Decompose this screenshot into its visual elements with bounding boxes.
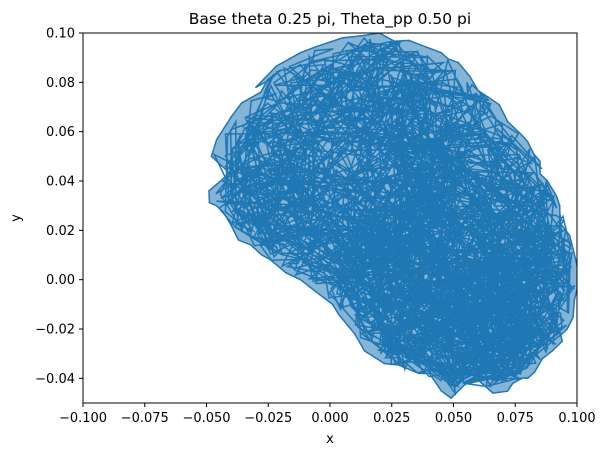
series-point [457,61,460,64]
series-point [215,204,218,207]
y-axis-label: y [9,214,24,222]
series-point [492,392,494,394]
x-tick-label: −0.050 [182,411,230,426]
series-point [435,382,438,385]
series-point [383,362,386,365]
y-tick-label: −0.02 [35,323,75,338]
series-point [230,116,232,118]
x-tick-label: −0.100 [59,411,107,426]
series-point [541,357,544,360]
series-point [511,382,514,385]
series-trajectory [212,36,576,396]
series-point [269,259,272,261]
series-point [558,204,561,207]
y-tick-label: 0.10 [46,27,75,42]
x-tick-label: −0.025 [244,411,292,426]
series-point [526,140,529,143]
y-tick-label: 0.00 [46,273,75,288]
series-point [440,51,442,54]
series-point [299,51,302,54]
y-axis: −0.04 −0.02 0.00 0.02 0.04 0.06 0.08 0.10 [35,27,83,387]
series-point [539,160,541,163]
series-point [526,377,529,380]
series-point [472,377,475,380]
y-tick-label: 0.02 [46,224,75,239]
x-tick-label: 0.075 [497,411,534,426]
series-point [472,81,475,84]
y-tick-label: 0.08 [46,76,75,91]
series-point [450,397,452,399]
series-point [408,39,410,42]
series-point [208,190,210,192]
x-tick-label: −0.075 [121,411,169,426]
series-point [573,298,576,301]
series-point [210,155,213,158]
x-axis: −0.100 −0.075 −0.050 −0.025 0.000 0.025 0.050 0… [59,403,596,426]
series-point [487,96,489,98]
series-point [299,278,302,281]
series-point [279,219,282,222]
series-point [230,170,232,172]
series-point [260,91,262,93]
x-tick-label: 0.050 [435,411,472,426]
series-point [255,86,257,89]
x-tick-label: 0.100 [558,411,595,426]
series-point [566,328,568,330]
series-point [250,244,252,246]
x-tick-label: 0.025 [373,411,410,426]
x-tick-label: 0.000 [311,411,348,426]
y-tick-label: 0.06 [46,125,75,140]
series-point [353,333,356,335]
x-axis-label: x [326,432,334,447]
series-point [507,121,509,123]
series-point [546,180,549,182]
series-point [561,340,563,343]
series-point [331,303,334,306]
series-point [418,372,420,375]
y-tick-label: 0.04 [46,175,75,190]
series-point [279,69,282,71]
y-tick-label: −0.04 [35,372,75,387]
series-point [341,37,344,39]
series-point [568,234,571,237]
series-layer [208,33,577,400]
chart-title: Base theta 0.25 pi, Theta_pp 0.50 pi [189,10,471,29]
series-point [230,224,232,227]
